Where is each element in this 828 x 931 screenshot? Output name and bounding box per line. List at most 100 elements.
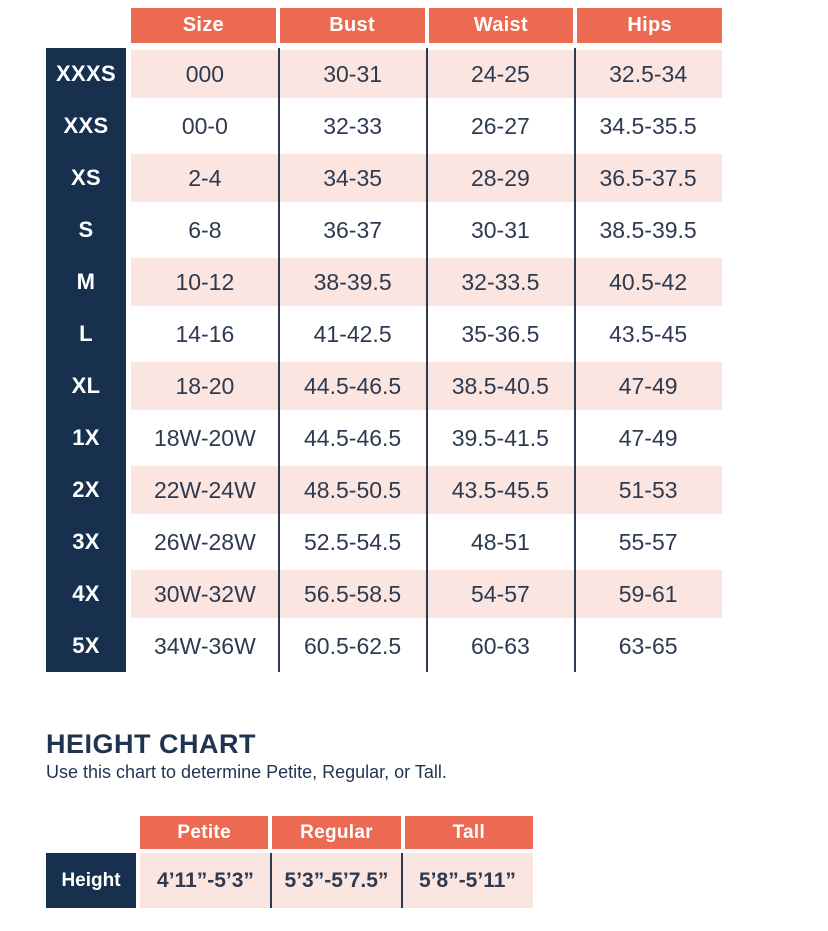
- table-row-cells: 34W-36W 60.5-62.5 60-63 63-65: [131, 620, 722, 672]
- size-cell: 10-12: [131, 256, 279, 308]
- tall-height-cell: 5’8”-5’11”: [419, 868, 516, 892]
- hips-cell: 47-49: [574, 360, 722, 412]
- bust-cell: 41-42.5: [313, 320, 392, 347]
- table-row-cells: 14-16 41-42.5 35-36.5 43.5-45: [131, 308, 722, 360]
- column-divider: [574, 48, 576, 672]
- table-row: 2X 22W-24W 48.5-50.5 43.5-45.5 51-53: [46, 464, 722, 516]
- regular-height-cell: 5’3”-5’7.5”: [284, 868, 389, 892]
- size-cell: 30W-32W: [131, 568, 279, 620]
- height-table-header: Petite Regular Tall: [140, 816, 533, 849]
- column-header-regular: Regular: [272, 816, 401, 849]
- hips-cell: 36.5-37.5: [574, 152, 722, 204]
- column-divider: [278, 48, 280, 672]
- size-cell: 26W-28W: [153, 528, 256, 555]
- waist-cell: 24-25: [426, 48, 575, 100]
- height-row-label: Height: [46, 853, 136, 908]
- size-cell: 18W-20W: [153, 424, 256, 451]
- table-row-cells: 6-8 36-37 30-31 38.5-39.5: [131, 204, 722, 256]
- hips-cell: 63-65: [618, 632, 678, 659]
- waist-cell: 54-57: [426, 568, 575, 620]
- waist-cell: 38.5-40.5: [426, 360, 575, 412]
- size-cell: 2-4: [131, 152, 279, 204]
- size-table-header: Size Bust Waist Hips: [131, 8, 722, 43]
- waist-cell: 60-63: [470, 632, 530, 659]
- table-row-cells: 18W-20W 44.5-46.5 39.5-41.5 47-49: [131, 412, 722, 464]
- table-row: 1X 18W-20W 44.5-46.5 39.5-41.5 47-49: [46, 412, 722, 464]
- size-row-label: 2X: [46, 464, 126, 516]
- bust-cell: 44.5-46.5: [278, 360, 427, 412]
- height-row-values: 4’11”-5’3” 5’3”-5’7.5” 5’8”-5’11”: [140, 853, 533, 908]
- waist-cell: 32-33.5: [426, 256, 575, 308]
- size-row-label: 5X: [46, 620, 126, 672]
- waist-cell: 28-29: [426, 152, 575, 204]
- petite-height-cell: 4’11”-5’3”: [157, 868, 254, 892]
- waist-cell: 43.5-45.5: [426, 464, 575, 516]
- bust-cell: 60.5-62.5: [304, 632, 402, 659]
- column-header-tall: Tall: [404, 816, 533, 849]
- bust-cell: 34-35: [278, 152, 427, 204]
- column-header-petite: Petite: [140, 816, 269, 849]
- table-row-cells: 18-20 44.5-46.5 38.5-40.5 47-49: [131, 360, 722, 412]
- size-row-label: XXS: [46, 100, 126, 152]
- column-header-bust: Bust: [279, 8, 425, 43]
- table-row: L 14-16 41-42.5 35-36.5 43.5-45: [46, 308, 722, 360]
- column-divider: [270, 853, 272, 908]
- bust-cell: 56.5-58.5: [278, 568, 427, 620]
- table-row-cells: 000 30-31 24-25 32.5-34: [131, 48, 722, 100]
- table-row: XS 2-4 34-35 28-29 36.5-37.5: [46, 152, 722, 204]
- table-row-cells: 22W-24W 48.5-50.5 43.5-45.5 51-53: [131, 464, 722, 516]
- bust-cell: 36-37: [323, 216, 383, 243]
- table-row: 3X 26W-28W 52.5-54.5 48-51 55-57: [46, 516, 722, 568]
- hips-cell: 38.5-39.5: [599, 216, 697, 243]
- size-cell: 22W-24W: [131, 464, 279, 516]
- table-row-cells: 10-12 38-39.5 32-33.5 40.5-42: [131, 256, 722, 308]
- size-row-label: S: [46, 204, 126, 256]
- bust-cell: 52.5-54.5: [304, 528, 402, 555]
- size-row-label: 1X: [46, 412, 126, 464]
- hips-cell: 59-61: [574, 568, 722, 620]
- table-row-cells: 00-0 32-33 26-27 34.5-35.5: [131, 100, 722, 152]
- size-row-label: 3X: [46, 516, 126, 568]
- waist-cell: 39.5-41.5: [451, 424, 549, 451]
- table-row-cells: 30W-32W 56.5-58.5 54-57 59-61: [131, 568, 722, 620]
- size-cell: 6-8: [188, 216, 222, 243]
- hips-cell: 43.5-45: [609, 320, 688, 347]
- table-row: M 10-12 38-39.5 32-33.5 40.5-42: [46, 256, 722, 308]
- size-row-label: XXXS: [46, 48, 126, 100]
- size-row-label: 4X: [46, 568, 126, 620]
- table-row-cells: 26W-28W 52.5-54.5 48-51 55-57: [131, 516, 722, 568]
- waist-cell: 35-36.5: [461, 320, 540, 347]
- bust-cell: 38-39.5: [278, 256, 427, 308]
- column-header-size: Size: [131, 8, 276, 43]
- size-table-body: XXXS 000 30-31 24-25 32.5-34 XXS 00-0 32…: [46, 48, 722, 672]
- hips-cell: 51-53: [574, 464, 722, 516]
- column-divider: [401, 853, 403, 908]
- table-row: XL 18-20 44.5-46.5 38.5-40.5 47-49: [46, 360, 722, 412]
- hips-cell: 40.5-42: [574, 256, 722, 308]
- hips-cell: 34.5-35.5: [599, 112, 697, 139]
- size-cell: 34W-36W: [153, 632, 256, 659]
- table-row: XXS 00-0 32-33 26-27 34.5-35.5: [46, 100, 722, 152]
- size-cell: 000: [131, 48, 279, 100]
- size-cell: 14-16: [175, 320, 235, 347]
- column-header-waist: Waist: [428, 8, 574, 43]
- hips-cell: 32.5-34: [574, 48, 722, 100]
- size-row-label: XL: [46, 360, 126, 412]
- size-row-label: M: [46, 256, 126, 308]
- column-header-hips: Hips: [577, 8, 722, 43]
- table-row: S 6-8 36-37 30-31 38.5-39.5: [46, 204, 722, 256]
- height-chart-subtitle: Use this chart to determine Petite, Regu…: [46, 762, 447, 782]
- height-chart-title: HEIGHT CHART: [46, 729, 256, 759]
- size-cell: 00-0: [181, 112, 228, 139]
- size-row-label: L: [46, 308, 126, 360]
- size-row-label: XS: [46, 152, 126, 204]
- table-row: 5X 34W-36W 60.5-62.5 60-63 63-65: [46, 620, 722, 672]
- bust-cell: 32-33: [323, 112, 383, 139]
- column-divider: [426, 48, 428, 672]
- hips-cell: 55-57: [618, 528, 678, 555]
- hips-cell: 47-49: [618, 424, 678, 451]
- size-cell: 18-20: [131, 360, 279, 412]
- height-table-row: Height 4’11”-5’3” 5’3”-5’7.5” 5’8”-5’11”: [46, 853, 533, 908]
- bust-cell: 44.5-46.5: [304, 424, 402, 451]
